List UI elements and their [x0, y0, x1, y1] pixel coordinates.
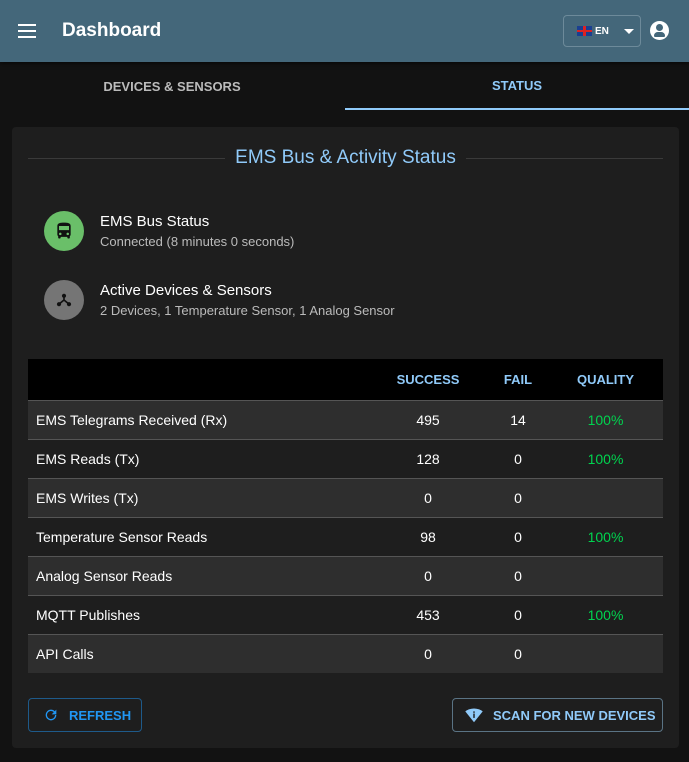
app-bar: Dashboard EN — [0, 0, 689, 62]
wifi-info-icon — [465, 708, 483, 723]
fail-count: 0 — [488, 477, 548, 517]
success-count: 0 — [368, 477, 488, 517]
refresh-label: REFRESH — [69, 707, 132, 723]
success-count: 495 — [368, 399, 488, 439]
column-header-success: SUCCESS — [368, 359, 488, 400]
success-count: 128 — [368, 438, 488, 478]
quality-value: 100% — [548, 399, 663, 439]
row-label: Analog Sensor Reads — [28, 555, 368, 595]
column-header-fail: FAIL — [488, 359, 548, 400]
bus-status-value: Connected (8 minutes 0 seconds) — [100, 234, 295, 249]
status-card: EMS Bus & Activity Status EMS Bus Status… — [12, 127, 679, 748]
row-label: API Calls — [28, 633, 368, 673]
uk-flag-icon — [577, 26, 592, 36]
table-row: Temperature Sensor Reads 98 0 100% — [28, 516, 663, 556]
active-devices-value: 2 Devices, 1 Temperature Sensor, 1 Analo… — [100, 303, 395, 318]
quality-value: 100% — [548, 594, 663, 634]
tab-status[interactable]: STATUS — [345, 62, 689, 110]
table-row: EMS Reads (Tx) 128 0 100% — [28, 438, 663, 478]
row-label: Temperature Sensor Reads — [28, 516, 368, 556]
success-count: 0 — [368, 555, 488, 595]
scan-label: SCAN FOR NEW DEVICES — [493, 707, 656, 723]
table-row: API Calls 0 0 — [28, 633, 663, 673]
success-count: 453 — [368, 594, 488, 634]
quality-value — [548, 555, 663, 595]
card-title: EMS Bus & Activity Status — [225, 147, 466, 168]
fail-count: 0 — [488, 438, 548, 478]
column-header-quality: QUALITY — [548, 359, 663, 400]
list-item-bus-status: EMS Bus Status Connected (8 minutes 0 se… — [44, 211, 294, 251]
quality-value — [548, 633, 663, 673]
row-label: EMS Writes (Tx) — [28, 477, 368, 517]
list-item-active-devices: Active Devices & Sensors 2 Devices, 1 Te… — [44, 280, 395, 320]
page-title: Dashboard — [62, 20, 162, 41]
table-row: Analog Sensor Reads 0 0 — [28, 555, 663, 595]
quality-value — [548, 477, 663, 517]
quality-value: 100% — [548, 516, 663, 556]
table-row: EMS Writes (Tx) 0 0 — [28, 477, 663, 517]
quality-value: 100% — [548, 438, 663, 478]
tab-devices-sensors[interactable]: DEVICES & SENSORS — [103, 78, 241, 94]
bus-status-title: EMS Bus Status — [100, 213, 210, 230]
refresh-button[interactable]: REFRESH — [28, 698, 142, 732]
language-value: EN — [595, 25, 609, 37]
success-count: 0 — [368, 633, 488, 673]
row-label: EMS Reads (Tx) — [28, 438, 368, 478]
table-row: EMS Telegrams Received (Rx) 495 14 100% — [28, 399, 663, 439]
success-count: 98 — [368, 516, 488, 556]
language-select[interactable]: EN — [563, 15, 641, 47]
fail-count: 0 — [488, 516, 548, 556]
status-table: SUCCESS FAIL QUALITY EMS Telegrams Recei… — [28, 359, 663, 673]
bus-icon — [44, 211, 84, 251]
fail-count: 14 — [488, 399, 548, 439]
scan-devices-button[interactable]: SCAN FOR NEW DEVICES — [452, 698, 663, 732]
account-icon[interactable] — [650, 21, 669, 40]
column-header-name — [28, 359, 368, 400]
refresh-icon — [45, 709, 57, 721]
fail-count: 0 — [488, 633, 548, 673]
menu-icon[interactable] — [18, 24, 36, 38]
fail-count: 0 — [488, 555, 548, 595]
row-label: EMS Telegrams Received (Rx) — [28, 399, 368, 439]
row-label: MQTT Publishes — [28, 594, 368, 634]
chevron-down-icon — [623, 28, 634, 34]
table-row: MQTT Publishes 453 0 100% — [28, 594, 663, 634]
device-hub-icon — [44, 280, 84, 320]
fail-count: 0 — [488, 594, 548, 634]
active-devices-title: Active Devices & Sensors — [100, 282, 272, 299]
